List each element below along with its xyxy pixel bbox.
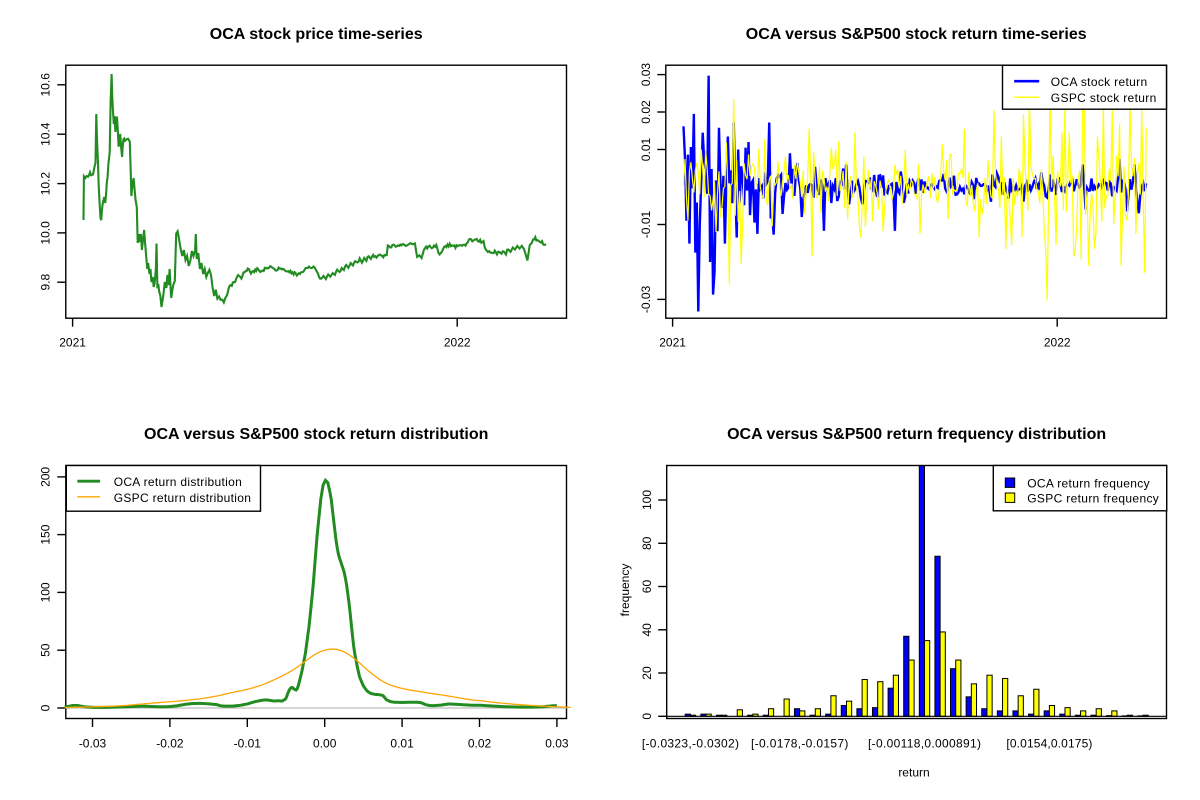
svg-text:-0.02: -0.02 bbox=[156, 737, 184, 751]
svg-text:10.6: 10.6 bbox=[39, 73, 53, 97]
svg-text:80: 80 bbox=[640, 536, 654, 550]
svg-text:0.00: 0.00 bbox=[313, 737, 337, 751]
svg-text:GSPC return frequency: GSPC return frequency bbox=[1027, 491, 1159, 505]
svg-text:0.02: 0.02 bbox=[639, 100, 653, 124]
svg-text:0.03: 0.03 bbox=[545, 737, 569, 751]
svg-text:10.2: 10.2 bbox=[39, 172, 53, 196]
svg-text:return: return bbox=[898, 766, 929, 780]
svg-text:OCA stock price time-series: OCA stock price time-series bbox=[210, 26, 423, 43]
svg-text:20: 20 bbox=[640, 666, 654, 680]
svg-text:OCA versus S&P500 stock return: OCA versus S&P500 stock return time-seri… bbox=[746, 26, 1087, 43]
svg-text:60: 60 bbox=[640, 580, 654, 594]
svg-text:OCA return distribution: OCA return distribution bbox=[114, 475, 242, 489]
svg-text:0: 0 bbox=[640, 713, 654, 720]
svg-text:150: 150 bbox=[39, 524, 53, 544]
svg-text:GSPC stock return: GSPC stock return bbox=[1051, 91, 1157, 105]
svg-text:10.0: 10.0 bbox=[39, 221, 53, 245]
svg-text:-0.01: -0.01 bbox=[234, 737, 262, 751]
svg-text:0.02: 0.02 bbox=[468, 737, 492, 751]
svg-text:100: 100 bbox=[640, 490, 654, 510]
svg-text:OCA versus S&P500 return frequ: OCA versus S&P500 return frequency distr… bbox=[727, 426, 1106, 443]
svg-text:OCA return frequency: OCA return frequency bbox=[1027, 476, 1149, 490]
svg-text:2022: 2022 bbox=[1044, 336, 1071, 350]
svg-text:[0.0154,0.0175): [0.0154,0.0175) bbox=[1006, 737, 1092, 751]
svg-text:0.01: 0.01 bbox=[390, 737, 414, 751]
svg-text:100: 100 bbox=[39, 582, 53, 602]
svg-text:[-0.0323,-0.0302): [-0.0323,-0.0302) bbox=[642, 737, 739, 751]
svg-text:200: 200 bbox=[39, 467, 53, 487]
svg-text:-0.03: -0.03 bbox=[639, 285, 653, 313]
svg-text:2021: 2021 bbox=[659, 336, 686, 350]
svg-text:[-0.00118,0.000891): [-0.00118,0.000891) bbox=[868, 737, 981, 751]
svg-text:2021: 2021 bbox=[59, 336, 86, 350]
svg-text:[-0.0178,-0.0157): [-0.0178,-0.0157) bbox=[751, 737, 848, 751]
svg-text:GSPC return distribution: GSPC return distribution bbox=[114, 491, 251, 505]
svg-text:0.03: 0.03 bbox=[639, 63, 653, 87]
svg-text:OCA versus S&P500 stock return: OCA versus S&P500 stock return distribut… bbox=[144, 426, 488, 443]
svg-text:9.8: 9.8 bbox=[39, 274, 53, 291]
svg-text:0.01: 0.01 bbox=[639, 137, 653, 161]
svg-text:50: 50 bbox=[39, 643, 53, 657]
svg-text:2022: 2022 bbox=[444, 336, 471, 350]
svg-text:40: 40 bbox=[640, 623, 654, 637]
svg-text:-0.01: -0.01 bbox=[639, 211, 653, 239]
svg-text:0: 0 bbox=[39, 704, 53, 711]
svg-text:OCA stock return: OCA stock return bbox=[1051, 75, 1147, 89]
svg-text:-0.03: -0.03 bbox=[79, 737, 107, 751]
svg-text:frequency: frequency bbox=[618, 564, 632, 617]
svg-text:10.4: 10.4 bbox=[39, 122, 53, 146]
